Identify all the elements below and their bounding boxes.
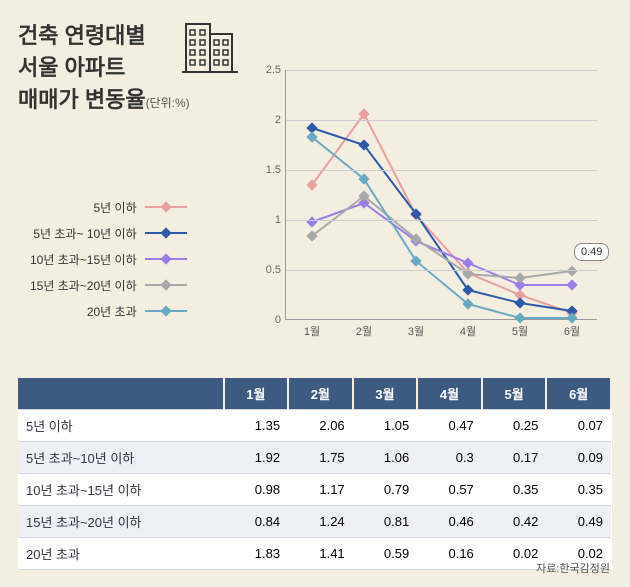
table-cell: 0.84 [224,506,289,538]
legend-swatch [145,200,187,214]
table-cell: 5년 이하 [18,410,224,442]
series-marker [306,216,317,227]
source-label: 자료:한국감정원 [536,560,610,576]
table-cell: 1.83 [224,538,289,570]
line-chart: 0 0.5 1 1.5 2 2.5 1월 2월 3월 4월 5월 6월 0.49 [250,60,612,355]
y-tick-label: 1.5 [256,164,281,176]
legend: 5년 이하 5년 초과~ 10년 이하 10년 초과~15년 이하 15년 초과~20… [30,198,187,328]
legend-swatch [145,252,187,266]
plot-area: 00.511.522.51월2월3월4월5월6월0.49 [285,70,597,320]
title-line-2: 서울 아파트 [18,52,190,84]
chart-title: 건축 연령대별 서울 아파트 매매가 변동율(단위:%) [18,20,190,116]
series-marker [566,279,577,290]
table-cell: 0.07 [546,410,611,442]
table-cell: 1.41 [288,538,353,570]
table-cell: 0.98 [224,474,289,506]
table-cell: 0.59 [353,538,418,570]
legend-label: 10년 초과~15년 이하 [30,251,137,268]
table-header-cell: 6월 [546,378,611,410]
y-tick-label: 2 [256,114,281,126]
table-cell: 0.57 [417,474,482,506]
legend-swatch [145,278,187,292]
table-cell: 2.06 [288,410,353,442]
data-table: 1월2월3월4월5월6월 5년 이하1.352.061.050.470.250.… [18,378,612,570]
table-cell: 0.47 [417,410,482,442]
gridline [286,220,597,221]
x-tick-label: 1월 [304,323,320,339]
table-header-cell: 1월 [224,378,289,410]
table-cell: 0.42 [482,506,547,538]
legend-item: 15년 초과~20년 이하 [30,276,187,294]
series-marker [462,257,473,268]
table-row: 5년 초과~10년 이하1.921.751.060.30.170.09 [18,442,611,474]
table-cell: 5년 초과~10년 이하 [18,442,224,474]
legend-label: 5년 초과~ 10년 이하 [33,225,136,242]
gridline [286,170,597,171]
title-line-1: 건축 연령대별 [18,20,190,52]
table-cell: 10년 초과~15년 이하 [18,474,224,506]
legend-item: 5년 초과~ 10년 이하 [30,224,187,242]
table-cell: 0.09 [546,442,611,474]
legend-label: 5년 이하 [93,199,136,216]
callout-label: 0.49 [574,243,609,261]
table-cell: 0.49 [546,506,611,538]
table-header-cell: 5월 [482,378,547,410]
table-cell: 0.17 [482,442,547,474]
table-row: 15년 초과~20년 이하0.841.240.810.460.420.49 [18,506,611,538]
x-tick-label: 5월 [512,323,528,339]
gridline [286,120,597,121]
gridline [286,70,597,71]
building-icon [180,20,240,81]
legend-label: 15년 초과~20년 이하 [30,277,137,294]
table-cell: 1.17 [288,474,353,506]
table-header-cell: 2월 [288,378,353,410]
legend-item: 5년 이하 [30,198,187,216]
x-tick-label: 2월 [356,323,372,339]
title-unit: (단위:%) [146,96,190,110]
series-line [312,137,572,318]
series-marker [462,284,473,295]
table-header-cell: 3월 [353,378,418,410]
series-marker [514,272,525,283]
table-cell: 15년 초과~20년 이하 [18,506,224,538]
table-cell: 0.46 [417,506,482,538]
table-cell: 0.35 [546,474,611,506]
table-row: 10년 초과~15년 이하0.981.170.790.570.350.35 [18,474,611,506]
table-cell: 0.3 [417,442,482,474]
x-tick-label: 4월 [460,323,476,339]
legend-swatch [145,226,187,240]
legend-label: 20년 초과 [87,303,137,320]
table-cell: 1.06 [353,442,418,474]
table-cell: 0.35 [482,474,547,506]
x-tick-label: 6월 [564,323,580,339]
gridline [286,270,597,271]
table-header-cell: 4월 [417,378,482,410]
table-row: 20년 초과1.831.410.590.160.020.02 [18,538,611,570]
table-cell: 0.25 [482,410,547,442]
series-marker [566,265,577,276]
y-tick-label: 0.5 [256,264,281,276]
series-marker [514,312,525,323]
table-cell: 1.35 [224,410,289,442]
table-cell: 0.16 [417,538,482,570]
table-cell: 0.81 [353,506,418,538]
title-line-3: 매매가 변동율 [18,87,146,112]
table-cell: 1.24 [288,506,353,538]
y-tick-label: 1 [256,214,281,226]
table-cell: 20년 초과 [18,538,224,570]
table-cell: 1.92 [224,442,289,474]
legend-item: 20년 초과 [30,302,187,320]
x-tick-label: 3월 [408,323,424,339]
series-marker [514,297,525,308]
table-cell: 1.05 [353,410,418,442]
y-tick-label: 2.5 [256,64,281,76]
table-row: 5년 이하1.352.061.050.470.250.07 [18,410,611,442]
table-header-cell [18,378,224,410]
legend-item: 10년 초과~15년 이하 [30,250,187,268]
legend-swatch [145,304,187,318]
table-cell: 1.75 [288,442,353,474]
y-tick-label: 0 [256,314,281,326]
table-cell: 0.79 [353,474,418,506]
